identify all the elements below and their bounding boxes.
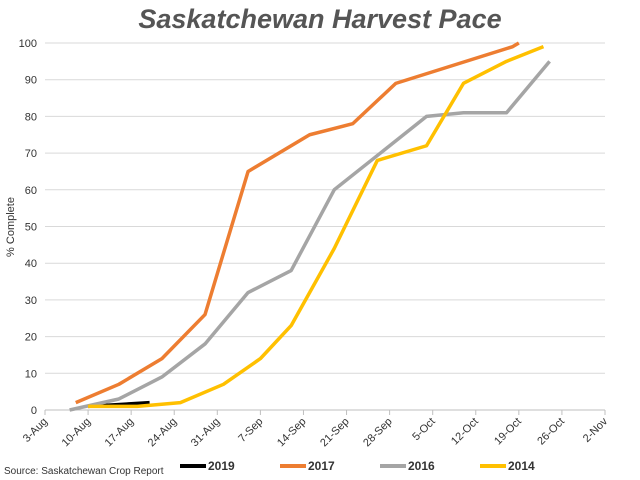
x-tick-label: 12-Oct <box>449 416 481 448</box>
x-tick-label: 19-Oct <box>492 416 524 448</box>
x-tick-label: 3-Aug <box>21 416 50 445</box>
y-tick-label: 80 <box>25 111 37 123</box>
x-tick-label: 21-Sep <box>318 416 352 450</box>
y-tick-label: 10 <box>25 368 37 380</box>
series-line <box>88 45 545 409</box>
legend-label: 2017 <box>308 459 335 473</box>
y-tick-label: 90 <box>25 75 37 87</box>
x-tick-label: 31-Aug <box>189 416 223 450</box>
y-tick-label: 70 <box>25 148 37 160</box>
source: Source: Saskatchewan Crop Report <box>4 466 164 477</box>
y-tick-label: 40 <box>25 258 37 270</box>
x-tick-label: 26-Oct <box>535 416 567 448</box>
legend-label: 2014 <box>508 459 535 473</box>
x-tick-label: 24-Aug <box>146 416 180 450</box>
x-tick-label: 10-Aug <box>60 416 94 450</box>
y-tick-label: 50 <box>25 222 37 234</box>
y-tick-label: 100 <box>19 38 37 50</box>
y-tick-label: 60 <box>25 185 37 197</box>
y-tick-label: 30 <box>25 295 37 307</box>
x-tick-label: 17-Aug <box>103 416 137 450</box>
chart-title: Saskatchewan Harvest Pace <box>138 4 501 34</box>
x-tick-label: 7-Sep <box>236 416 265 445</box>
x-tick-label: 5-Oct <box>410 416 438 444</box>
x-tick-label: 14-Sep <box>275 416 309 450</box>
x-tick-label: 2-Nov <box>581 415 611 445</box>
series-line <box>75 41 520 405</box>
series-line <box>69 60 551 412</box>
y-axis-label: % Complete <box>5 197 17 257</box>
y-tick-label: 0 <box>31 405 37 417</box>
y-tick-label: 20 <box>25 332 37 344</box>
legend-label: 2019 <box>208 459 235 473</box>
x-tick-label: 28-Sep <box>361 416 395 450</box>
legend-label: 2016 <box>408 459 435 473</box>
